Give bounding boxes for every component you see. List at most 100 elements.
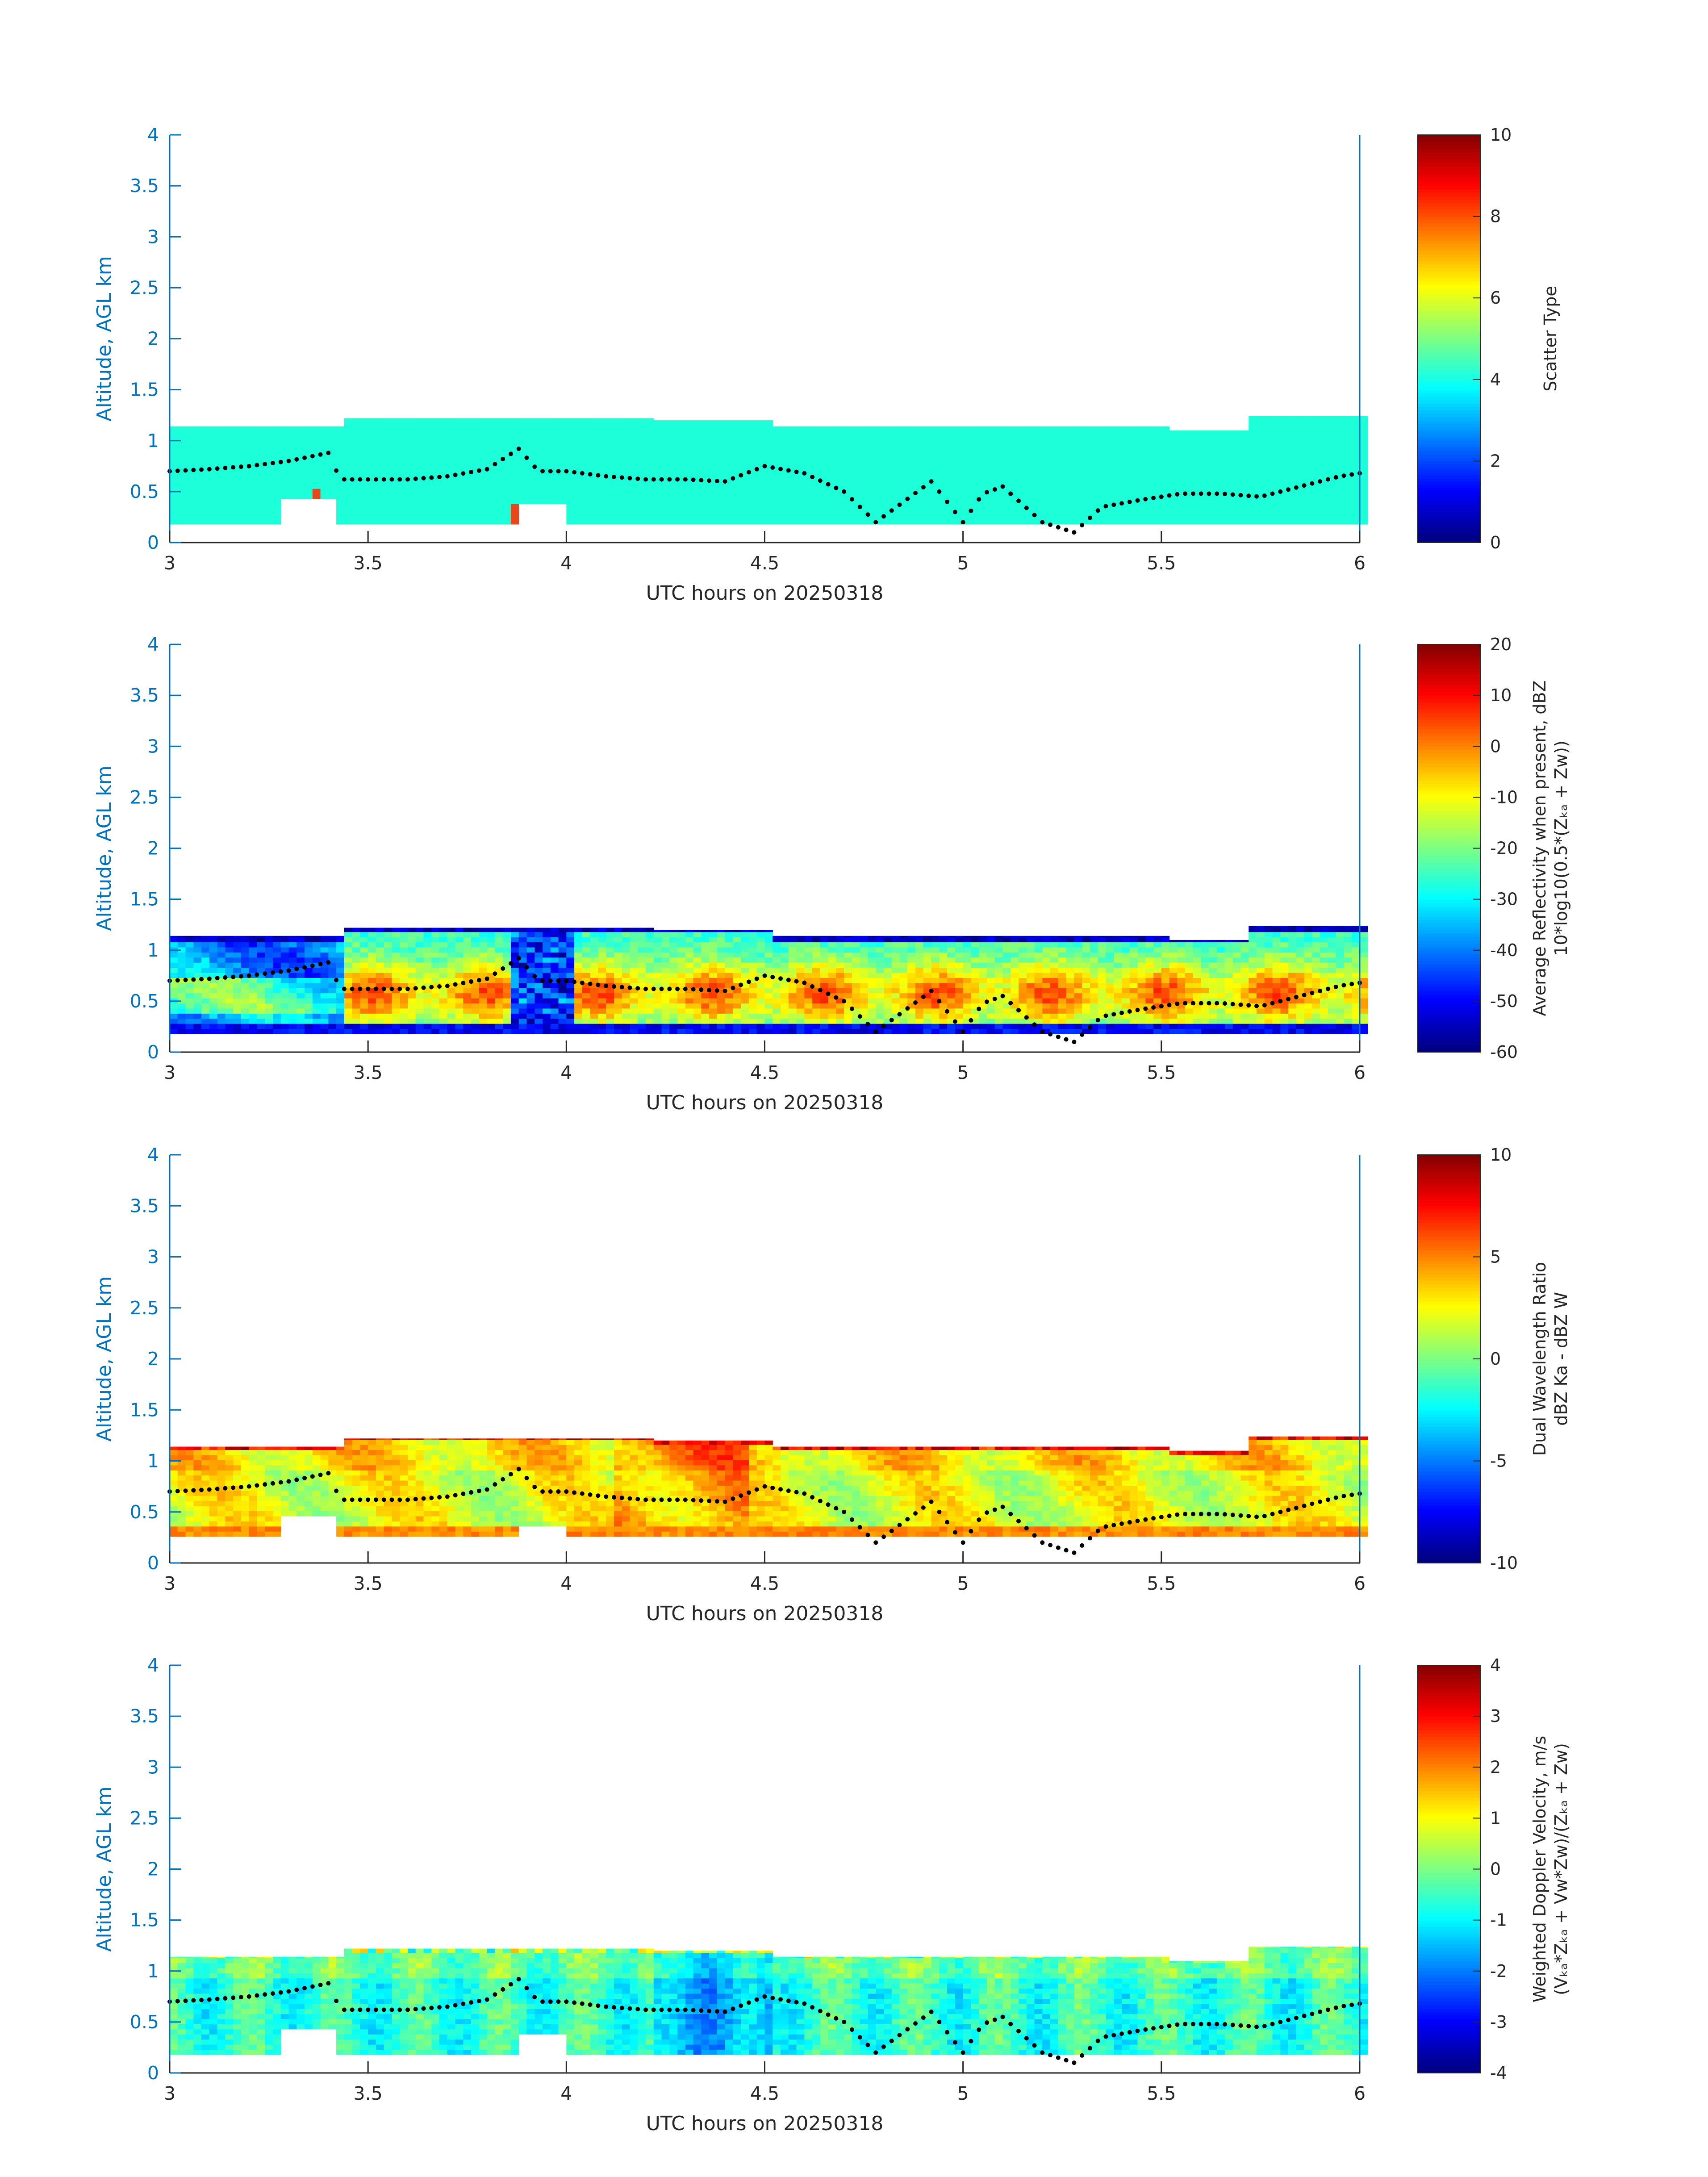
heatmap-cell bbox=[170, 1018, 178, 1024]
heatmap-cell bbox=[296, 473, 305, 479]
heatmap-cell bbox=[320, 1018, 329, 1024]
heatmap-cell bbox=[947, 463, 956, 468]
heatmap-cell bbox=[598, 1024, 606, 1029]
heatmap-cell bbox=[368, 957, 376, 963]
heatmap-cell bbox=[193, 426, 202, 428]
heatmap-cell bbox=[447, 988, 456, 994]
heatmap-cell bbox=[1344, 417, 1352, 423]
heatmap-cell bbox=[1264, 473, 1273, 479]
heatmap-cell bbox=[788, 952, 797, 958]
overlay-dot bbox=[1064, 527, 1069, 532]
heatmap-cell bbox=[209, 988, 218, 994]
heatmap-cell bbox=[368, 1028, 376, 1034]
heatmap-cell bbox=[233, 982, 242, 988]
heatmap-cell bbox=[1352, 447, 1360, 453]
heatmap-cell bbox=[1240, 458, 1249, 464]
heatmap-cell bbox=[947, 458, 956, 464]
heatmap-cell bbox=[518, 988, 527, 994]
y-axis-label: Altitude, AGL km bbox=[93, 256, 116, 421]
heatmap-cell bbox=[1224, 447, 1233, 453]
heatmap-cell bbox=[288, 1018, 297, 1024]
heatmap-cell bbox=[170, 967, 178, 973]
heatmap-cell bbox=[1209, 478, 1217, 484]
heatmap-cell bbox=[535, 947, 543, 953]
heatmap-cell bbox=[764, 443, 773, 448]
heatmap-cell bbox=[463, 453, 472, 459]
heatmap-cell bbox=[272, 468, 281, 474]
heatmap-cell bbox=[1249, 453, 1257, 459]
heatmap-cell bbox=[384, 458, 393, 464]
heatmap-cell bbox=[1280, 509, 1289, 514]
heatmap-cell bbox=[741, 514, 749, 520]
heatmap-cell bbox=[669, 493, 678, 499]
heatmap-cell bbox=[598, 1028, 606, 1034]
heatmap-cell bbox=[1137, 426, 1146, 428]
heatmap-cell bbox=[590, 447, 598, 453]
heatmap-cell bbox=[503, 947, 511, 953]
heatmap-cell bbox=[701, 1013, 710, 1019]
heatmap-cell bbox=[471, 1003, 480, 1009]
heatmap-cell bbox=[717, 972, 726, 978]
heatmap-cell bbox=[400, 962, 408, 968]
heatmap-cell bbox=[1074, 473, 1082, 479]
heatmap-cell bbox=[1224, 430, 1233, 433]
heatmap-cell bbox=[598, 498, 606, 504]
heatmap-cell bbox=[360, 509, 368, 514]
heatmap-cell bbox=[733, 972, 741, 978]
heatmap-cell bbox=[884, 453, 892, 459]
heatmap-cell bbox=[233, 426, 242, 428]
heatmap-cell bbox=[773, 473, 781, 479]
heatmap-cell bbox=[1066, 514, 1074, 520]
heatmap-cell bbox=[288, 426, 297, 428]
heatmap-cell bbox=[193, 427, 202, 433]
heatmap-cell bbox=[336, 426, 345, 428]
heatmap-cell bbox=[1090, 443, 1098, 448]
heatmap-cell bbox=[1328, 427, 1336, 433]
heatmap-cell bbox=[963, 514, 972, 520]
heatmap-cell bbox=[185, 947, 194, 953]
heatmap-cell bbox=[241, 957, 250, 963]
heatmap-cell bbox=[392, 1024, 400, 1029]
heatmap-cell bbox=[558, 418, 567, 423]
heatmap-cell bbox=[781, 519, 789, 525]
heatmap-cell bbox=[725, 947, 734, 953]
heatmap-cell bbox=[312, 947, 321, 953]
colorbar-frame bbox=[1417, 134, 1481, 543]
heatmap-cell bbox=[1074, 427, 1082, 433]
heatmap-cell bbox=[764, 453, 773, 459]
heatmap-cell bbox=[455, 498, 464, 504]
heatmap-cell bbox=[574, 988, 583, 994]
heatmap-cell bbox=[312, 936, 321, 937]
heatmap-cell bbox=[1106, 478, 1114, 484]
heatmap-cell bbox=[606, 489, 614, 494]
heatmap-cell bbox=[630, 928, 638, 932]
heatmap-cell bbox=[646, 1003, 654, 1009]
colorbar-swatch bbox=[1418, 152, 1480, 156]
heatmap-cell bbox=[296, 1028, 305, 1034]
heatmap-cell bbox=[598, 519, 606, 525]
heatmap-cell bbox=[907, 463, 916, 468]
heatmap-cell bbox=[185, 942, 194, 948]
heatmap-cell bbox=[320, 427, 329, 433]
heatmap-cell bbox=[543, 483, 551, 489]
heatmap-cell bbox=[463, 928, 472, 932]
heatmap-cell bbox=[622, 453, 631, 459]
heatmap-cell bbox=[209, 437, 218, 443]
heatmap-cell bbox=[312, 458, 321, 464]
heatmap-cell bbox=[280, 952, 289, 958]
heatmap-cell bbox=[376, 932, 384, 937]
heatmap-cell bbox=[249, 998, 258, 1004]
heatmap-cell bbox=[257, 978, 265, 983]
heatmap-cell bbox=[1304, 437, 1312, 443]
heatmap-cell bbox=[622, 928, 631, 932]
heatmap-cell bbox=[1019, 458, 1027, 464]
heatmap-cell bbox=[170, 942, 178, 948]
heatmap-cell bbox=[741, 988, 749, 994]
heatmap-cell bbox=[360, 447, 368, 453]
overlay-dot bbox=[786, 468, 791, 473]
heatmap-cell bbox=[217, 1008, 226, 1014]
heatmap-cell bbox=[217, 432, 226, 438]
heatmap-cell bbox=[733, 483, 741, 489]
overlay-dot bbox=[469, 470, 474, 475]
heatmap-cell bbox=[661, 509, 670, 514]
